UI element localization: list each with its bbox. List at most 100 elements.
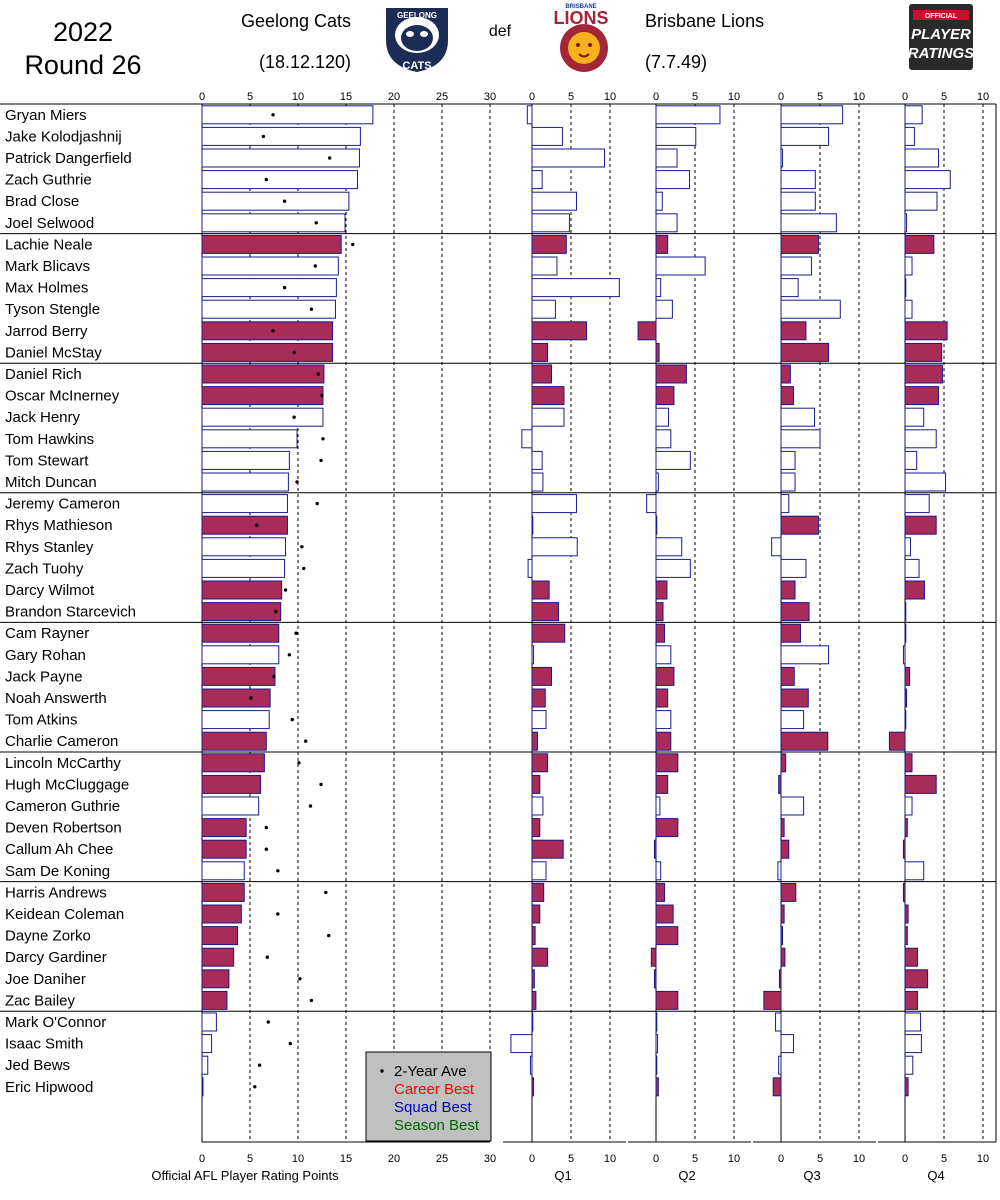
average-dot-jack-payne bbox=[272, 674, 276, 679]
average-dot-gary-rohan bbox=[287, 653, 292, 657]
total-bar-daniel-mcstay bbox=[201, 342, 334, 362]
svg-text:GEELONG: GEELONG bbox=[397, 11, 437, 20]
q4-bar-brad-close bbox=[904, 191, 938, 211]
player-name-callum-ah-chee: Callum Ah Chee bbox=[5, 841, 113, 858]
player-name-joe-daniher: Joe Daniher bbox=[5, 971, 86, 988]
q4-bottom-tick-5: 5 bbox=[941, 1153, 947, 1165]
q2-bar-zach-tuohy bbox=[655, 558, 691, 578]
average-dot-max-holmes bbox=[282, 285, 287, 290]
q1-bar-gary-rohan bbox=[531, 645, 535, 665]
q2-bar-darcy-gardiner bbox=[650, 947, 657, 967]
q1-bar-daniel-rich bbox=[531, 364, 552, 384]
average-dot-keidean-coleman bbox=[276, 912, 280, 916]
q2-bar-darcy-wilmot bbox=[655, 580, 668, 600]
total-bar-charlie-cameron bbox=[201, 731, 267, 751]
player-name-charlie-cameron: Charlie Cameron bbox=[5, 733, 118, 750]
player-name-hugh-mccluggage: Hugh McCluggage bbox=[5, 776, 129, 793]
player-name-jake-kolodjashnij: Jake Kolodjashnij bbox=[5, 128, 122, 145]
q4-bar-gryan-miers bbox=[904, 105, 923, 125]
q4-bar-patrick-dangerfield bbox=[904, 148, 940, 168]
average-dot-oscar-mcinerney bbox=[320, 393, 324, 398]
player-name-jack-henry: Jack Henry bbox=[5, 409, 81, 426]
q1-bar-isaac-smith bbox=[510, 1034, 533, 1054]
total-bar-jeremy-cameron bbox=[201, 494, 288, 514]
average-dot-darcy-gardiner bbox=[265, 955, 269, 959]
q2-bar-patrick-dangerfield bbox=[655, 148, 678, 168]
average-dot-jarrod-berry bbox=[271, 329, 275, 333]
q3-bar-lachie-neale bbox=[780, 234, 819, 254]
q2-bar-zac-bailey bbox=[655, 990, 679, 1010]
geelong-cats-logo: GEELONG CATS bbox=[386, 8, 448, 72]
q4-top-tick-0: 0 bbox=[902, 91, 908, 103]
player-name-brad-close: Brad Close bbox=[5, 193, 79, 210]
player-name-tom-hawkins: Tom Hawkins bbox=[5, 431, 94, 448]
legend-average: 2-Year Ave bbox=[394, 1063, 467, 1080]
q3-bar-jack-payne bbox=[780, 666, 795, 686]
q4-bar-brandon-starcevich bbox=[904, 602, 907, 622]
total-bar-noah-answerth bbox=[201, 688, 271, 708]
q4-bar-keidean-coleman bbox=[904, 904, 909, 924]
q3-bar-rhys-mathieson bbox=[780, 515, 819, 535]
q1-bar-charlie-cameron bbox=[531, 731, 538, 751]
total-bar-zach-guthrie bbox=[201, 170, 359, 190]
total-bar-patrick-dangerfield bbox=[201, 148, 360, 168]
player-name-jarrod-berry: Jarrod Berry bbox=[5, 323, 88, 340]
q2-bar-callum-ah-chee bbox=[653, 839, 657, 859]
q1-bar-darcy-gardiner bbox=[531, 947, 549, 967]
average-dot-callum-ah-chee bbox=[264, 847, 269, 851]
svg-text:OFFICIAL: OFFICIAL bbox=[925, 13, 958, 20]
player-name-mark-o-connor: Mark O'Connor bbox=[5, 1014, 106, 1031]
q3-bar-jarrod-berry bbox=[780, 321, 807, 341]
legend-squad-best: Squad Best bbox=[394, 1099, 472, 1116]
q1-bottom-tick-0: 0 bbox=[529, 1153, 535, 1165]
q3-bar-oscar-mcinerney bbox=[780, 386, 794, 406]
player-name-daniel-rich: Daniel Rich bbox=[5, 366, 82, 383]
total-bar-darcy-wilmot bbox=[201, 580, 283, 600]
q1-bar-joe-daniher bbox=[531, 969, 535, 989]
q2-bar-max-holmes bbox=[655, 278, 662, 298]
q1-bar-cameron-guthrie bbox=[531, 796, 544, 816]
total-bar-daniel-rich bbox=[201, 364, 325, 384]
player-name-darcy-gardiner: Darcy Gardiner bbox=[5, 949, 107, 966]
q3-bar-keidean-coleman bbox=[780, 904, 785, 924]
total-bar-rhys-stanley bbox=[201, 537, 287, 557]
q3-bar-mark-blicavs bbox=[780, 256, 812, 276]
q3-bar-jack-henry bbox=[780, 407, 816, 427]
average-dot-hugh-mccluggage bbox=[319, 782, 323, 787]
q3-bar-darcy-wilmot bbox=[780, 580, 796, 600]
average-dot-noah-answerth bbox=[249, 696, 253, 700]
q1-bar-tyson-stengle bbox=[531, 299, 556, 319]
q1-bar-dayne-zorko bbox=[531, 926, 536, 946]
q1-bar-brandon-starcevich bbox=[531, 602, 560, 622]
total-bar-gryan-miers bbox=[201, 105, 374, 125]
main-bottom-tick-30: 30 bbox=[484, 1153, 496, 1165]
svg-text:RATINGS: RATINGS bbox=[908, 45, 974, 62]
player-name-rhys-stanley: Rhys Stanley bbox=[5, 539, 94, 556]
year-label: 2022 bbox=[53, 17, 113, 47]
q1-bar-keidean-coleman bbox=[531, 904, 541, 924]
q2-bar-charlie-cameron bbox=[655, 731, 672, 751]
player-name-max-holmes: Max Holmes bbox=[5, 280, 88, 297]
total-bar-jarrod-berry bbox=[201, 321, 334, 341]
player-name-cameron-guthrie: Cameron Guthrie bbox=[5, 798, 120, 815]
q1-bar-cam-rayner bbox=[531, 623, 566, 643]
q4-bar-isaac-smith bbox=[904, 1034, 922, 1054]
main-top-tick-0: 0 bbox=[199, 91, 205, 103]
q1-bar-callum-ah-chee bbox=[531, 839, 564, 859]
average-dot-dayne-zorko bbox=[327, 933, 331, 938]
q4-axis-label: Q4 bbox=[927, 1168, 944, 1183]
average-dot-tom-hawkins bbox=[321, 437, 325, 441]
svg-text:PLAYER: PLAYER bbox=[911, 26, 971, 43]
q3-bar-tom-hawkins bbox=[780, 429, 821, 449]
q1-axis-label: Q1 bbox=[554, 1168, 571, 1183]
q4-bar-daniel-mcstay bbox=[904, 342, 943, 362]
legend-career-best: Career Best bbox=[394, 1081, 475, 1098]
q3-bar-charlie-cameron bbox=[780, 731, 829, 751]
q1-bar-rhys-mathieson bbox=[531, 515, 534, 535]
q4-bar-oscar-mcinerney bbox=[904, 386, 940, 406]
q1-bar-hugh-mccluggage bbox=[531, 774, 541, 794]
q4-bar-joe-daniher bbox=[904, 969, 929, 989]
total-bar-mark-blicavs bbox=[201, 256, 339, 276]
main-top-tick-5: 5 bbox=[247, 91, 253, 103]
